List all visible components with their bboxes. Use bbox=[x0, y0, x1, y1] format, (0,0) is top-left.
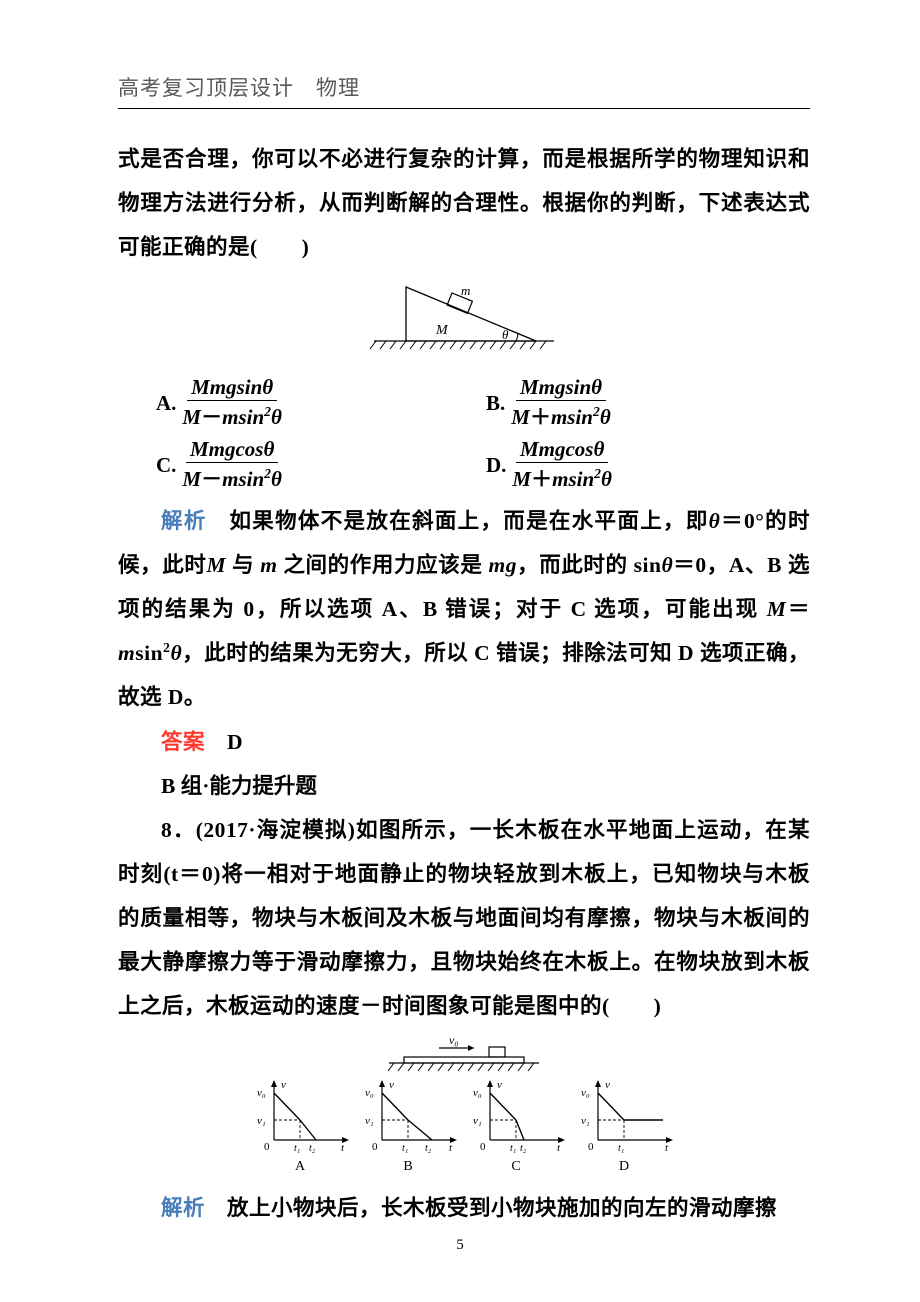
svg-text:t₂: t₂ bbox=[309, 1143, 316, 1154]
svg-text:v₁: v₁ bbox=[257, 1115, 266, 1127]
q7-option-c: C. Mmgcosθ M－msin2θ bbox=[156, 437, 486, 493]
svg-text:v: v bbox=[497, 1079, 502, 1091]
q8-text: 8．(2017·海淀模拟)如图所示，一长木板在水平地面上运动，在某时刻(t＝0)… bbox=[118, 808, 810, 1028]
svg-text:A: A bbox=[295, 1159, 306, 1174]
q8-graphs: v v₀ v₁ 0 t₁ t₂ t A v v₀ v₁ 0 bbox=[118, 1078, 810, 1178]
label-theta: θ bbox=[502, 327, 509, 342]
q7-option-d: D. Mmgcosθ M＋msin2θ bbox=[486, 437, 616, 493]
svg-text:v: v bbox=[605, 1079, 610, 1091]
svg-text:t₂: t₂ bbox=[520, 1143, 527, 1154]
svg-text:v₀: v₀ bbox=[473, 1087, 482, 1099]
svg-text:0: 0 bbox=[480, 1141, 486, 1153]
svg-text:t: t bbox=[341, 1142, 345, 1154]
svg-text:t₁: t₁ bbox=[294, 1143, 300, 1154]
svg-text:0: 0 bbox=[264, 1141, 270, 1153]
section-b-label: B 组·能力提升题 bbox=[118, 764, 810, 808]
q7-option-b: B. Mmgsinθ M＋msin2θ bbox=[486, 375, 615, 431]
svg-text:C: C bbox=[511, 1159, 520, 1174]
q7-diagram-incline: m M θ bbox=[118, 279, 810, 357]
svg-text:v₁: v₁ bbox=[473, 1115, 482, 1127]
svg-text:t₂: t₂ bbox=[425, 1143, 432, 1154]
svg-text:t₁: t₁ bbox=[402, 1143, 408, 1154]
label-m: m bbox=[461, 283, 470, 298]
svg-text:v₀: v₀ bbox=[581, 1087, 590, 1099]
q7-option-a: A. Mmgsinθ M－msin2θ bbox=[156, 375, 486, 431]
q7-options-row-2: C. Mmgcosθ M－msin2θ D. Mmgcosθ M＋msin2θ bbox=[118, 437, 810, 493]
q7-intro: 式是否合理，你可以不必进行复杂的计算，而是根据所学的物理知识和物理方法进行分析，… bbox=[118, 137, 810, 269]
q8-plank-diagram: v₀ bbox=[118, 1034, 810, 1076]
svg-text:t₁: t₁ bbox=[618, 1143, 624, 1154]
q8-explanation: 解析 放上小物块后，长木板受到小物块施加的向左的滑动摩擦 bbox=[118, 1186, 810, 1230]
svg-text:t: t bbox=[449, 1142, 453, 1154]
q7-explanation: 解析 如果物体不是放在斜面上，而是在水平面上，即θ＝0°的时候，此时M 与 m … bbox=[118, 499, 810, 719]
svg-text:0: 0 bbox=[588, 1141, 594, 1153]
svg-text:B: B bbox=[403, 1159, 412, 1174]
q7-answer: 答案 D bbox=[118, 720, 810, 764]
svg-text:v₁: v₁ bbox=[365, 1115, 374, 1127]
svg-text:t: t bbox=[665, 1142, 669, 1154]
svg-text:D: D bbox=[619, 1159, 629, 1174]
q8-graph-a: v v₀ v₁ 0 t₁ t₂ t A bbox=[257, 1079, 349, 1174]
svg-text:t: t bbox=[557, 1142, 561, 1154]
q8-graph-d: v v₀ v₁ 0 t₁ t D bbox=[581, 1079, 673, 1174]
page-number: 5 bbox=[0, 1237, 920, 1254]
svg-text:v₀: v₀ bbox=[257, 1087, 266, 1099]
svg-text:t₁: t₁ bbox=[510, 1143, 516, 1154]
q8-graph-c: v v₀ v₁ 0 t₁ t₂ t C bbox=[473, 1079, 565, 1174]
svg-text:v₀: v₀ bbox=[365, 1087, 374, 1099]
svg-text:v: v bbox=[389, 1079, 394, 1091]
page-header: 高考复习顶层设计 物理 bbox=[118, 72, 810, 109]
svg-text:v₁: v₁ bbox=[581, 1115, 590, 1127]
q8-graph-b: v v₀ v₁ 0 t₁ t₂ t B bbox=[365, 1079, 457, 1174]
svg-text:v₀: v₀ bbox=[449, 1034, 459, 1047]
svg-text:v: v bbox=[281, 1079, 286, 1091]
label-big-m: M bbox=[435, 323, 449, 338]
q7-options-row-1: A. Mmgsinθ M－msin2θ B. Mmgsinθ M＋msin2θ bbox=[118, 375, 810, 431]
svg-text:0: 0 bbox=[372, 1141, 378, 1153]
